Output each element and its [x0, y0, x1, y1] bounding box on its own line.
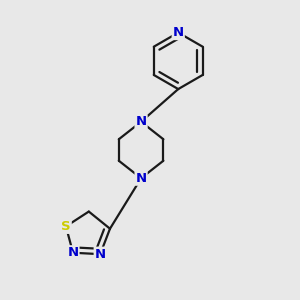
Text: N: N [68, 246, 79, 259]
Text: N: N [173, 26, 184, 39]
Text: N: N [94, 248, 106, 261]
Text: N: N [136, 115, 147, 128]
Text: N: N [136, 172, 147, 185]
Text: S: S [61, 220, 71, 233]
